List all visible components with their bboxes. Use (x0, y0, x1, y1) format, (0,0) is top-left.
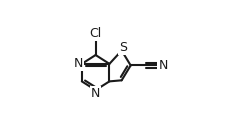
Text: Cl: Cl (89, 26, 102, 39)
Text: N: N (91, 87, 100, 100)
Text: N: N (74, 57, 83, 70)
Text: S: S (119, 41, 127, 54)
Text: N: N (158, 59, 168, 72)
